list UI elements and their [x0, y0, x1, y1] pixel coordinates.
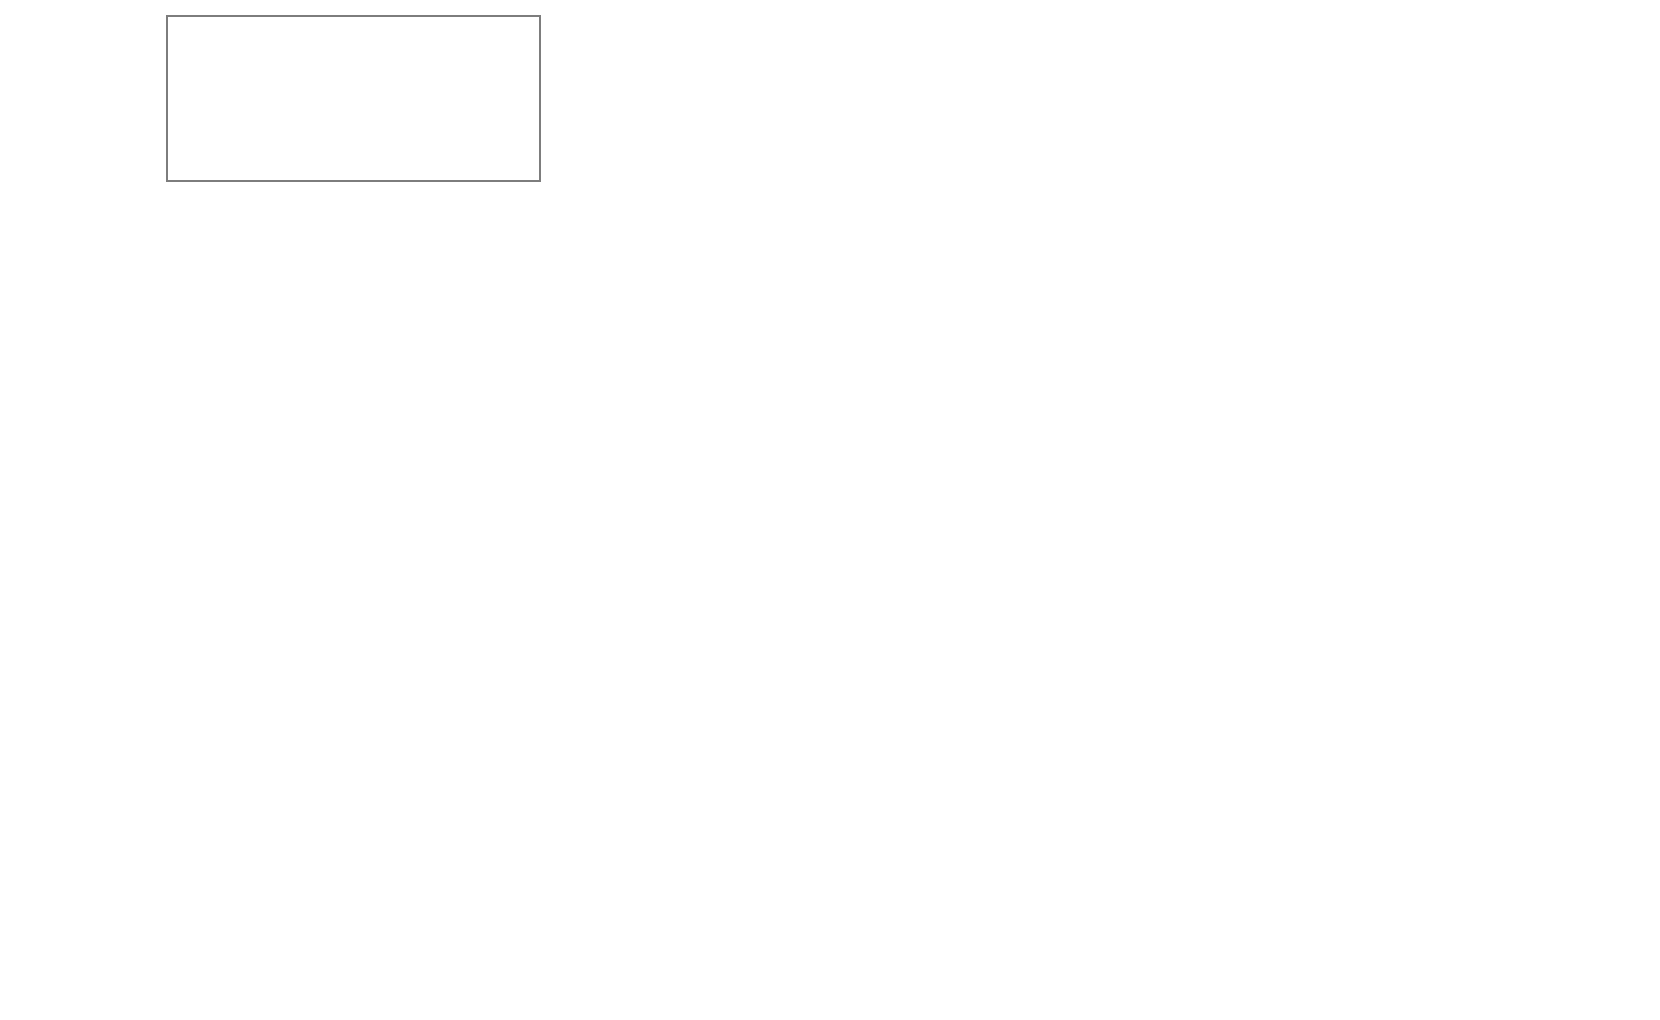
dpdt-dot-sample	[227, 66, 238, 77]
last10-line-sample	[205, 130, 260, 133]
legend	[166, 15, 541, 182]
tide-dot-sample	[227, 155, 238, 166]
residual-line-sample	[205, 100, 260, 103]
pressure-dot-sample	[227, 36, 238, 47]
